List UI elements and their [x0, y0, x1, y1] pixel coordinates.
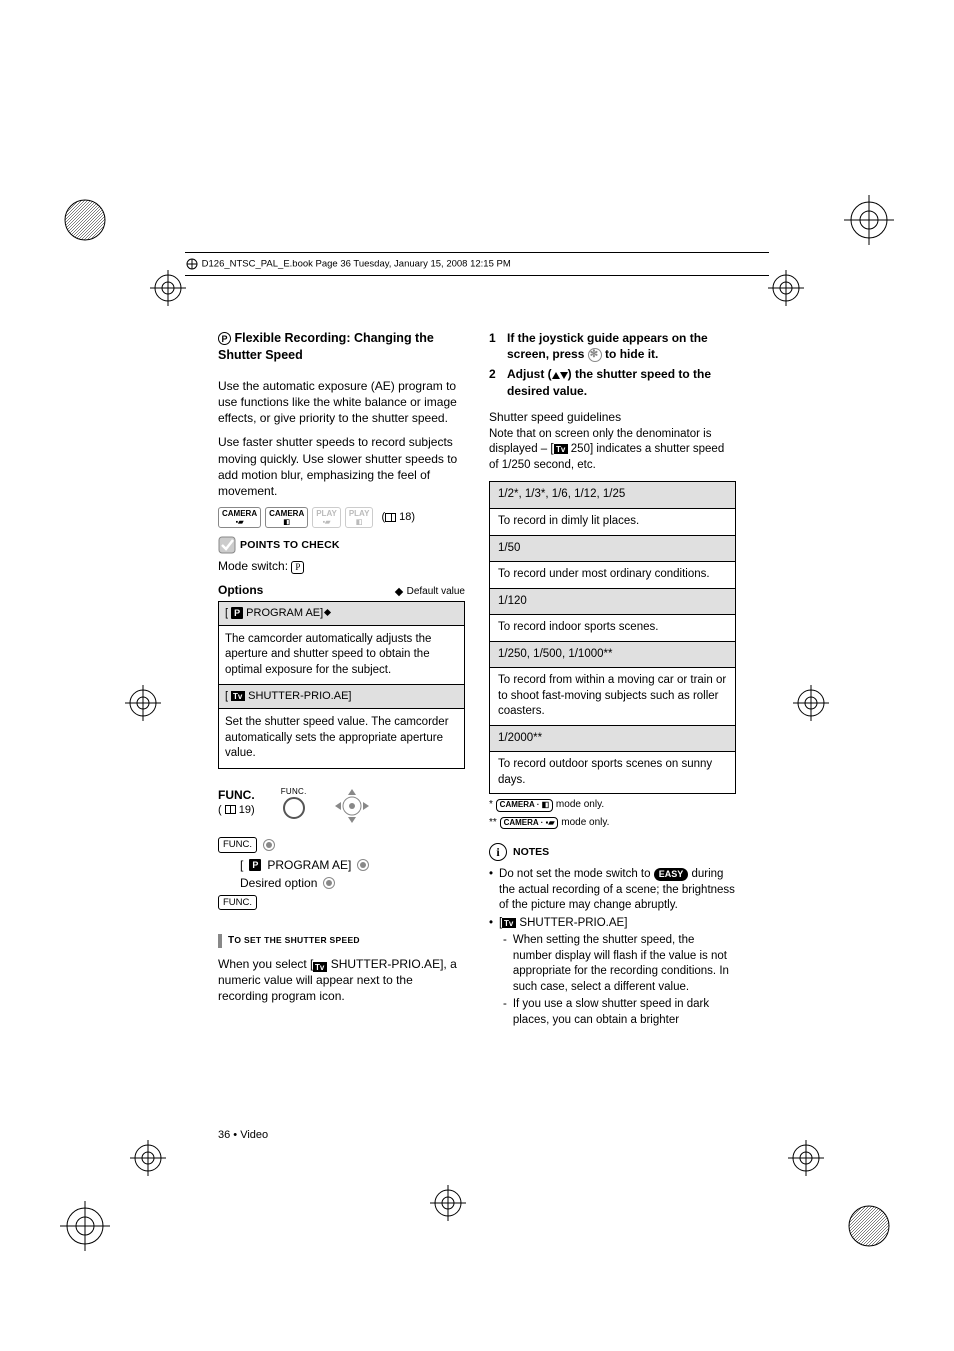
svg-text:Tv: Tv	[315, 963, 325, 972]
crop-mark-mr	[793, 685, 829, 721]
joystick-icon	[333, 787, 371, 830]
default-label: Default value	[394, 585, 465, 599]
mode-switch-line: Mode switch: P	[218, 558, 465, 574]
table-row: To record indoor sports scenes.	[490, 615, 735, 642]
step-2: 2 Adjust () the shutter speed to the des…	[489, 366, 736, 398]
diamond-icon	[395, 587, 403, 595]
note-subitem: -If you use a slow shutter speed in dark…	[503, 997, 736, 1028]
crop-mark-bl2	[60, 1201, 110, 1251]
section-title-text: Flexible Recording: Changing the Shutter…	[218, 331, 434, 362]
table-row: To record from within a moving car or tr…	[490, 668, 735, 726]
left-column: P Flexible Recording: Changing the Shutt…	[218, 330, 465, 1151]
mode-indicator-row: CAMERA▪▰ CAMERA◧ PLAY▪▰ PLAY◧ ( 18)	[218, 507, 465, 528]
table-row: 1/50	[490, 536, 735, 563]
svg-text:Tv: Tv	[504, 919, 514, 928]
note-item: •Do not set the mode switch to EASY duri…	[489, 867, 736, 914]
to-set-shutter-head: TO SET THE SHUTTER SPEED	[218, 934, 465, 948]
p-boxed-icon: P	[291, 561, 304, 574]
footnote-2: ** CAMERA · ▪▰ mode only.	[489, 816, 736, 830]
svg-text:Tv: Tv	[233, 692, 243, 701]
option2-head: [ Tv SHUTTER-PRIO.AE]	[219, 684, 464, 709]
mode-camera-video: CAMERA▪▰	[218, 507, 261, 528]
table-row: 1/250, 1/500, 1/1000**	[490, 642, 735, 669]
func-ref: ( 19)	[218, 803, 255, 818]
points-to-check-text: POINTS TO CHECK	[240, 538, 340, 552]
crop-mark-bl	[130, 1140, 166, 1176]
crop-mark-tl	[60, 195, 110, 245]
option1-head: [ P PROGRAM AE]	[219, 602, 464, 626]
header-text: D126_NTSC_PAL_E.book Page 36 Tuesday, Ja…	[202, 259, 511, 270]
print-header: D126_NTSC_PAL_E.book Page 36 Tuesday, Ja…	[185, 252, 769, 276]
options-table: [ P PROGRAM AE] The camcorder automatica…	[218, 601, 465, 769]
step-1: 1 If the joystick guide appears on the s…	[489, 330, 736, 362]
triangle-down-icon	[560, 372, 568, 379]
page-number: 36	[218, 1129, 230, 1141]
points-to-check-head: POINTS TO CHECK	[218, 536, 465, 554]
notes-heading: i NOTES	[489, 843, 736, 861]
page-footer: 36 • Video	[218, 1129, 268, 1141]
guidelines-note: Note that on screen only the denominator…	[489, 427, 736, 474]
mode-camera-photo: CAMERA◧	[265, 507, 308, 528]
to-set-shutter-body: When you select [Tv SHUTTER-PRIO.AE], a …	[218, 956, 465, 1005]
p-mode-icon: P	[218, 332, 231, 345]
func-block: FUNC. ( 19) FUNC. FUNC. [ P PROGRAM AE] …	[218, 787, 465, 913]
info-icon: i	[489, 843, 507, 861]
intro-para-2: Use faster shutter speeds to record subj…	[218, 434, 465, 499]
table-row: To record outdoor sports scenes on sunny…	[490, 752, 735, 793]
intro-para-1: Use the automatic exposure (AE) program …	[218, 378, 465, 427]
mode-page-ref: ( 18)	[381, 510, 415, 525]
note-subitem: -When setting the shutter speed, the num…	[503, 933, 736, 995]
crop-mark-tr	[844, 195, 894, 245]
crop-mark-br	[788, 1140, 824, 1176]
footnote-1: * CAMERA · ◧ mode only.	[489, 798, 736, 812]
mode-play-photo: PLAY◧	[345, 507, 374, 528]
table-row: 1/2*, 1/3*, 1/6, 1/12, 1/25	[490, 482, 735, 509]
crop-mark-tl2	[150, 270, 186, 306]
crop-mark-tr2	[768, 270, 804, 306]
tv-icon: Tv	[231, 691, 245, 701]
options-header: Options Default value	[218, 582, 465, 599]
func-button-icon	[283, 797, 305, 819]
page-section: Video	[240, 1129, 268, 1141]
table-row: To record under most ordinary conditions…	[490, 562, 735, 589]
notes-list: •Do not set the mode switch to EASY duri…	[489, 867, 736, 1028]
right-column: 1 If the joystick guide appears on the s…	[489, 330, 736, 1151]
func-btn-small: FUNC.	[281, 787, 307, 798]
option1-body: The camcorder automatically adjusts the …	[219, 626, 464, 685]
note-item: •[Tv SHUTTER-PRIO.AE]	[489, 916, 736, 932]
easy-badge: EASY	[654, 868, 689, 881]
check-icon	[218, 536, 236, 554]
func-key-2: FUNC.	[218, 895, 257, 910]
guidelines-title: Shutter speed guidelines	[489, 409, 736, 425]
option2-body: Set the shutter speed value. The camcord…	[219, 709, 464, 768]
func-key-1: FUNC.	[218, 837, 257, 852]
book-icon	[385, 513, 396, 522]
p-black-icon: P	[231, 607, 243, 619]
shutter-speed-table: 1/2*, 1/3*, 1/6, 1/12, 1/25 To record in…	[489, 481, 736, 794]
func-steps: FUNC. [ P PROGRAM AE] Desired option FUN…	[218, 835, 465, 912]
table-row: 1/2000**	[490, 726, 735, 753]
notes-label: NOTES	[513, 845, 549, 859]
crop-mark-ml	[125, 685, 161, 721]
crop-mark-bc	[430, 1185, 466, 1221]
select-icon	[263, 839, 275, 851]
mode-play-video: PLAY▪▰	[312, 507, 341, 528]
table-row: 1/120	[490, 589, 735, 616]
camera-video-badge: CAMERA · ▪▰	[500, 817, 559, 829]
func-label: FUNC.	[218, 787, 255, 803]
numbered-steps: 1 If the joystick guide appears on the s…	[489, 330, 736, 399]
crop-mark-br2	[844, 1201, 894, 1251]
section-title: P Flexible Recording: Changing the Shutt…	[218, 330, 465, 364]
set-joystick-icon	[588, 348, 602, 362]
options-label: Options	[218, 582, 263, 598]
page-content: P Flexible Recording: Changing the Shutt…	[218, 330, 736, 1151]
svg-text:Tv: Tv	[556, 445, 566, 454]
camera-photo-badge: CAMERA · ◧	[496, 799, 553, 811]
triangle-up-icon	[552, 372, 560, 379]
table-row: To record in dimly lit places.	[490, 509, 735, 536]
